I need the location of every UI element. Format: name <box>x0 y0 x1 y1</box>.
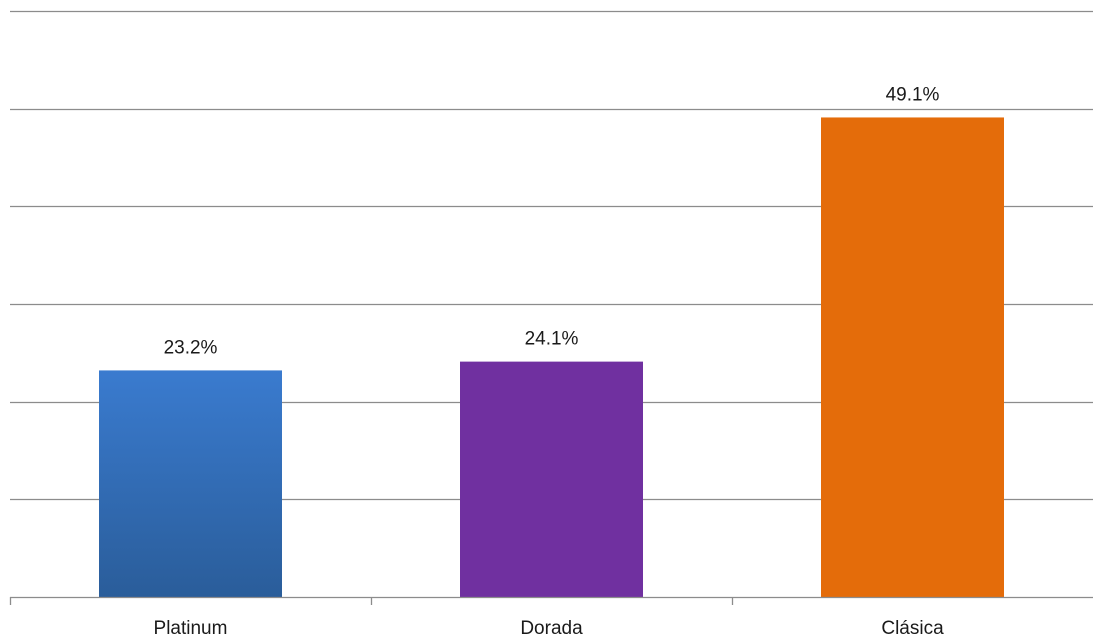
data-labels: 23.2% 24.1% 49.1% <box>164 84 940 358</box>
data-label: 23.2% <box>164 337 218 358</box>
data-label: 49.1% <box>886 84 940 105</box>
x-axis: Platinum Dorada Clásica <box>9 596 1093 639</box>
bars <box>99 117 1004 597</box>
bar-dorada <box>460 361 643 597</box>
x-tick-label: Platinum <box>154 618 228 639</box>
bar-clásica <box>821 117 1004 597</box>
bar-platinum <box>99 370 282 597</box>
x-tick-label: Dorada <box>520 618 583 639</box>
x-tick-label: Clásica <box>881 618 944 639</box>
data-label: 24.1% <box>525 329 579 350</box>
